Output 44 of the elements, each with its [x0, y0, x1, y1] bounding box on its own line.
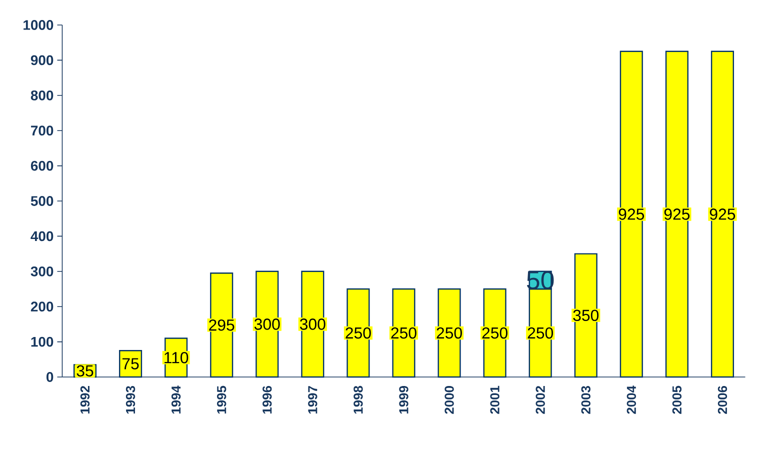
y-tick-label: 500	[30, 196, 54, 206]
data-label: 110	[164, 352, 188, 364]
y-tick-label: 800	[30, 90, 54, 100]
x-tick-label: 1992	[80, 386, 90, 414]
x-tick-label: 2001	[490, 386, 500, 414]
data-label: 925	[618, 208, 644, 220]
y-tick-label: 100	[31, 336, 54, 347]
bar	[665, 50, 688, 378]
x-tick-label: 2002	[536, 386, 545, 414]
y-tick-label: 700	[31, 126, 54, 136]
x-tick-label: 1996	[262, 386, 272, 414]
x-tick-label: 2006	[718, 386, 728, 414]
y-tick-label: 400	[30, 231, 54, 242]
y-tick-label: 200	[30, 302, 54, 312]
y-tick-label: 900	[30, 55, 54, 66]
y-tick-label: 1000	[24, 20, 54, 30]
data-label: 350	[573, 310, 599, 322]
data-label: 250	[346, 327, 371, 339]
y-tick-label: 0	[46, 372, 54, 382]
y-tick-label: 300	[30, 266, 54, 276]
data-label: 250	[391, 327, 416, 339]
data-label: 300	[254, 318, 280, 330]
x-tick-label: 1997	[308, 386, 318, 414]
x-tick-label: 1998	[354, 386, 363, 414]
data-label: 300	[300, 318, 326, 330]
x-tick-label: 2003	[581, 386, 590, 414]
bar	[620, 50, 643, 378]
data-label: 295	[209, 319, 234, 331]
bar	[710, 50, 734, 378]
data-label: 250	[482, 327, 508, 339]
x-tick-label: 2000	[444, 386, 454, 414]
y-tick-label: 600	[30, 160, 54, 171]
data-label: 250	[528, 327, 553, 339]
x-tick-label: 1995	[217, 386, 226, 414]
x-tick-label: 2004	[626, 386, 636, 414]
x-tick-label: 1999	[399, 386, 408, 414]
x-tick-label: 1993	[126, 386, 136, 414]
data-label: 925	[710, 208, 736, 220]
x-tick-label: 2005	[672, 386, 682, 414]
data-label: 75	[122, 358, 139, 370]
x-tick-label: 1994	[171, 386, 181, 414]
data-label: 250	[436, 327, 462, 339]
data-label: 35	[76, 365, 94, 376]
data-label: 925	[664, 208, 690, 220]
